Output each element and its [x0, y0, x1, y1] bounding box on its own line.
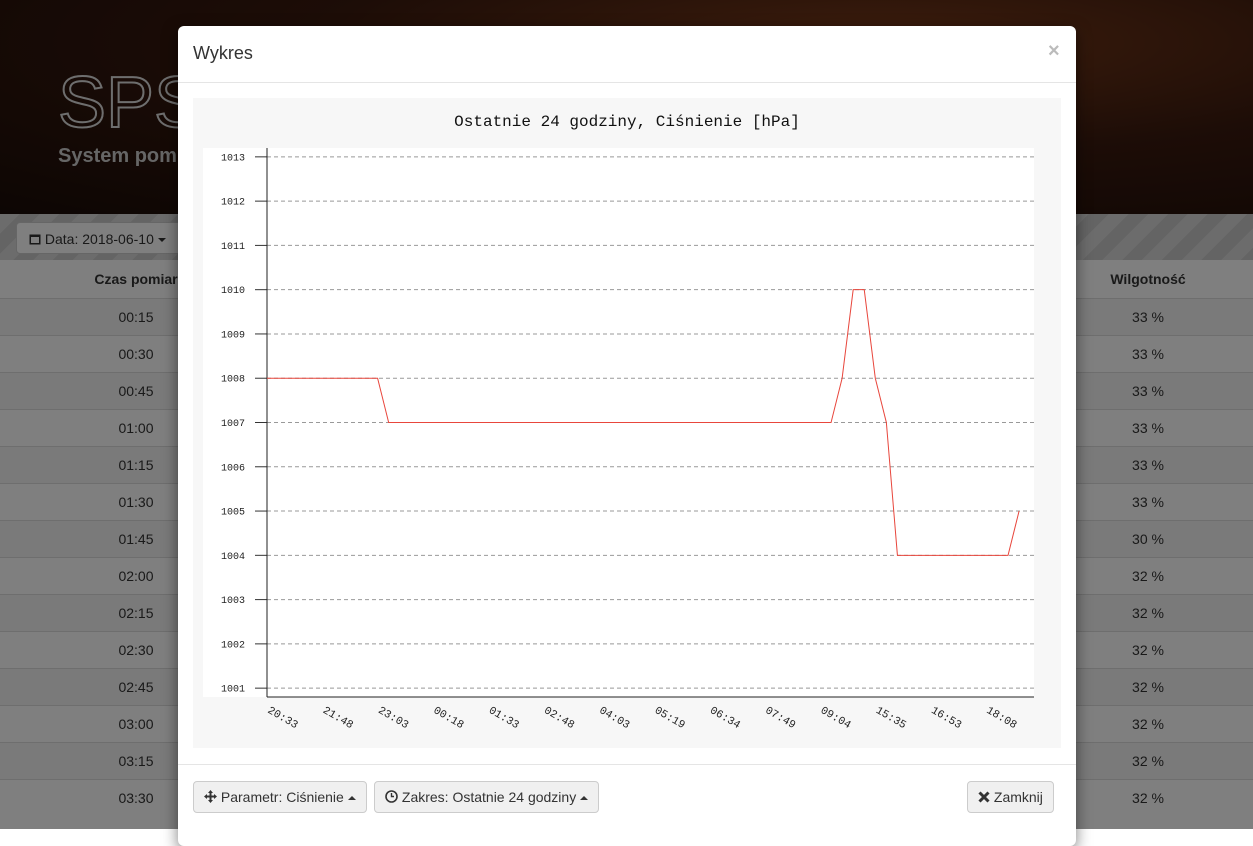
clock-icon: [385, 790, 398, 803]
y-tick-label: 1007: [221, 419, 245, 430]
y-tick-label: 1011: [221, 242, 245, 253]
y-tick-label: 1003: [221, 596, 245, 607]
range-button[interactable]: Zakres: Ostatnie 24 godziny: [374, 781, 600, 813]
y-tick-label: 1006: [221, 463, 245, 474]
move-icon: [204, 790, 217, 803]
divider: [178, 82, 1076, 83]
y-tick-label: 1009: [221, 330, 245, 341]
page: SPS System pom Data: 2018-06-10 Czas pom…: [0, 0, 1253, 829]
caret: [580, 796, 589, 801]
button-label: Zamknij: [993, 789, 1043, 805]
y-tick-label: 1005: [221, 508, 245, 519]
chart-title: Ostatnie 24 godziny, Ciśnienie [hPa]: [454, 113, 800, 131]
parameter-button[interactable]: Parametr: Ciśnienie: [193, 781, 367, 813]
y-tick-label: 1010: [221, 286, 245, 297]
y-tick-label: 1013: [221, 153, 245, 164]
data-line: [267, 289, 1020, 556]
caret: [347, 796, 356, 801]
close-modal-button[interactable]: Zamknij: [967, 781, 1054, 813]
y-tick-label: 1001: [221, 685, 245, 696]
y-tick-label: 1008: [221, 375, 245, 386]
x-icon: [978, 791, 990, 803]
chart: Ostatnie 24 godziny, Ciśnienie [hPa] 100…: [193, 98, 1061, 748]
divider: [178, 764, 1076, 765]
y-tick-label: 1004: [221, 552, 245, 563]
close-button[interactable]: ×: [1048, 40, 1060, 62]
y-tick-label: 1002: [221, 640, 245, 651]
button-label: Parametr: Ciśnienie: [220, 789, 344, 805]
y-tick-label: 1012: [221, 198, 245, 209]
button-label: Zakres: Ostatnie 24 godziny: [401, 789, 577, 805]
modal-title: Wykres: [193, 43, 253, 63]
modal: Wykres × Ostatnie 24 godziny, Ciśnienie …: [178, 26, 1076, 846]
